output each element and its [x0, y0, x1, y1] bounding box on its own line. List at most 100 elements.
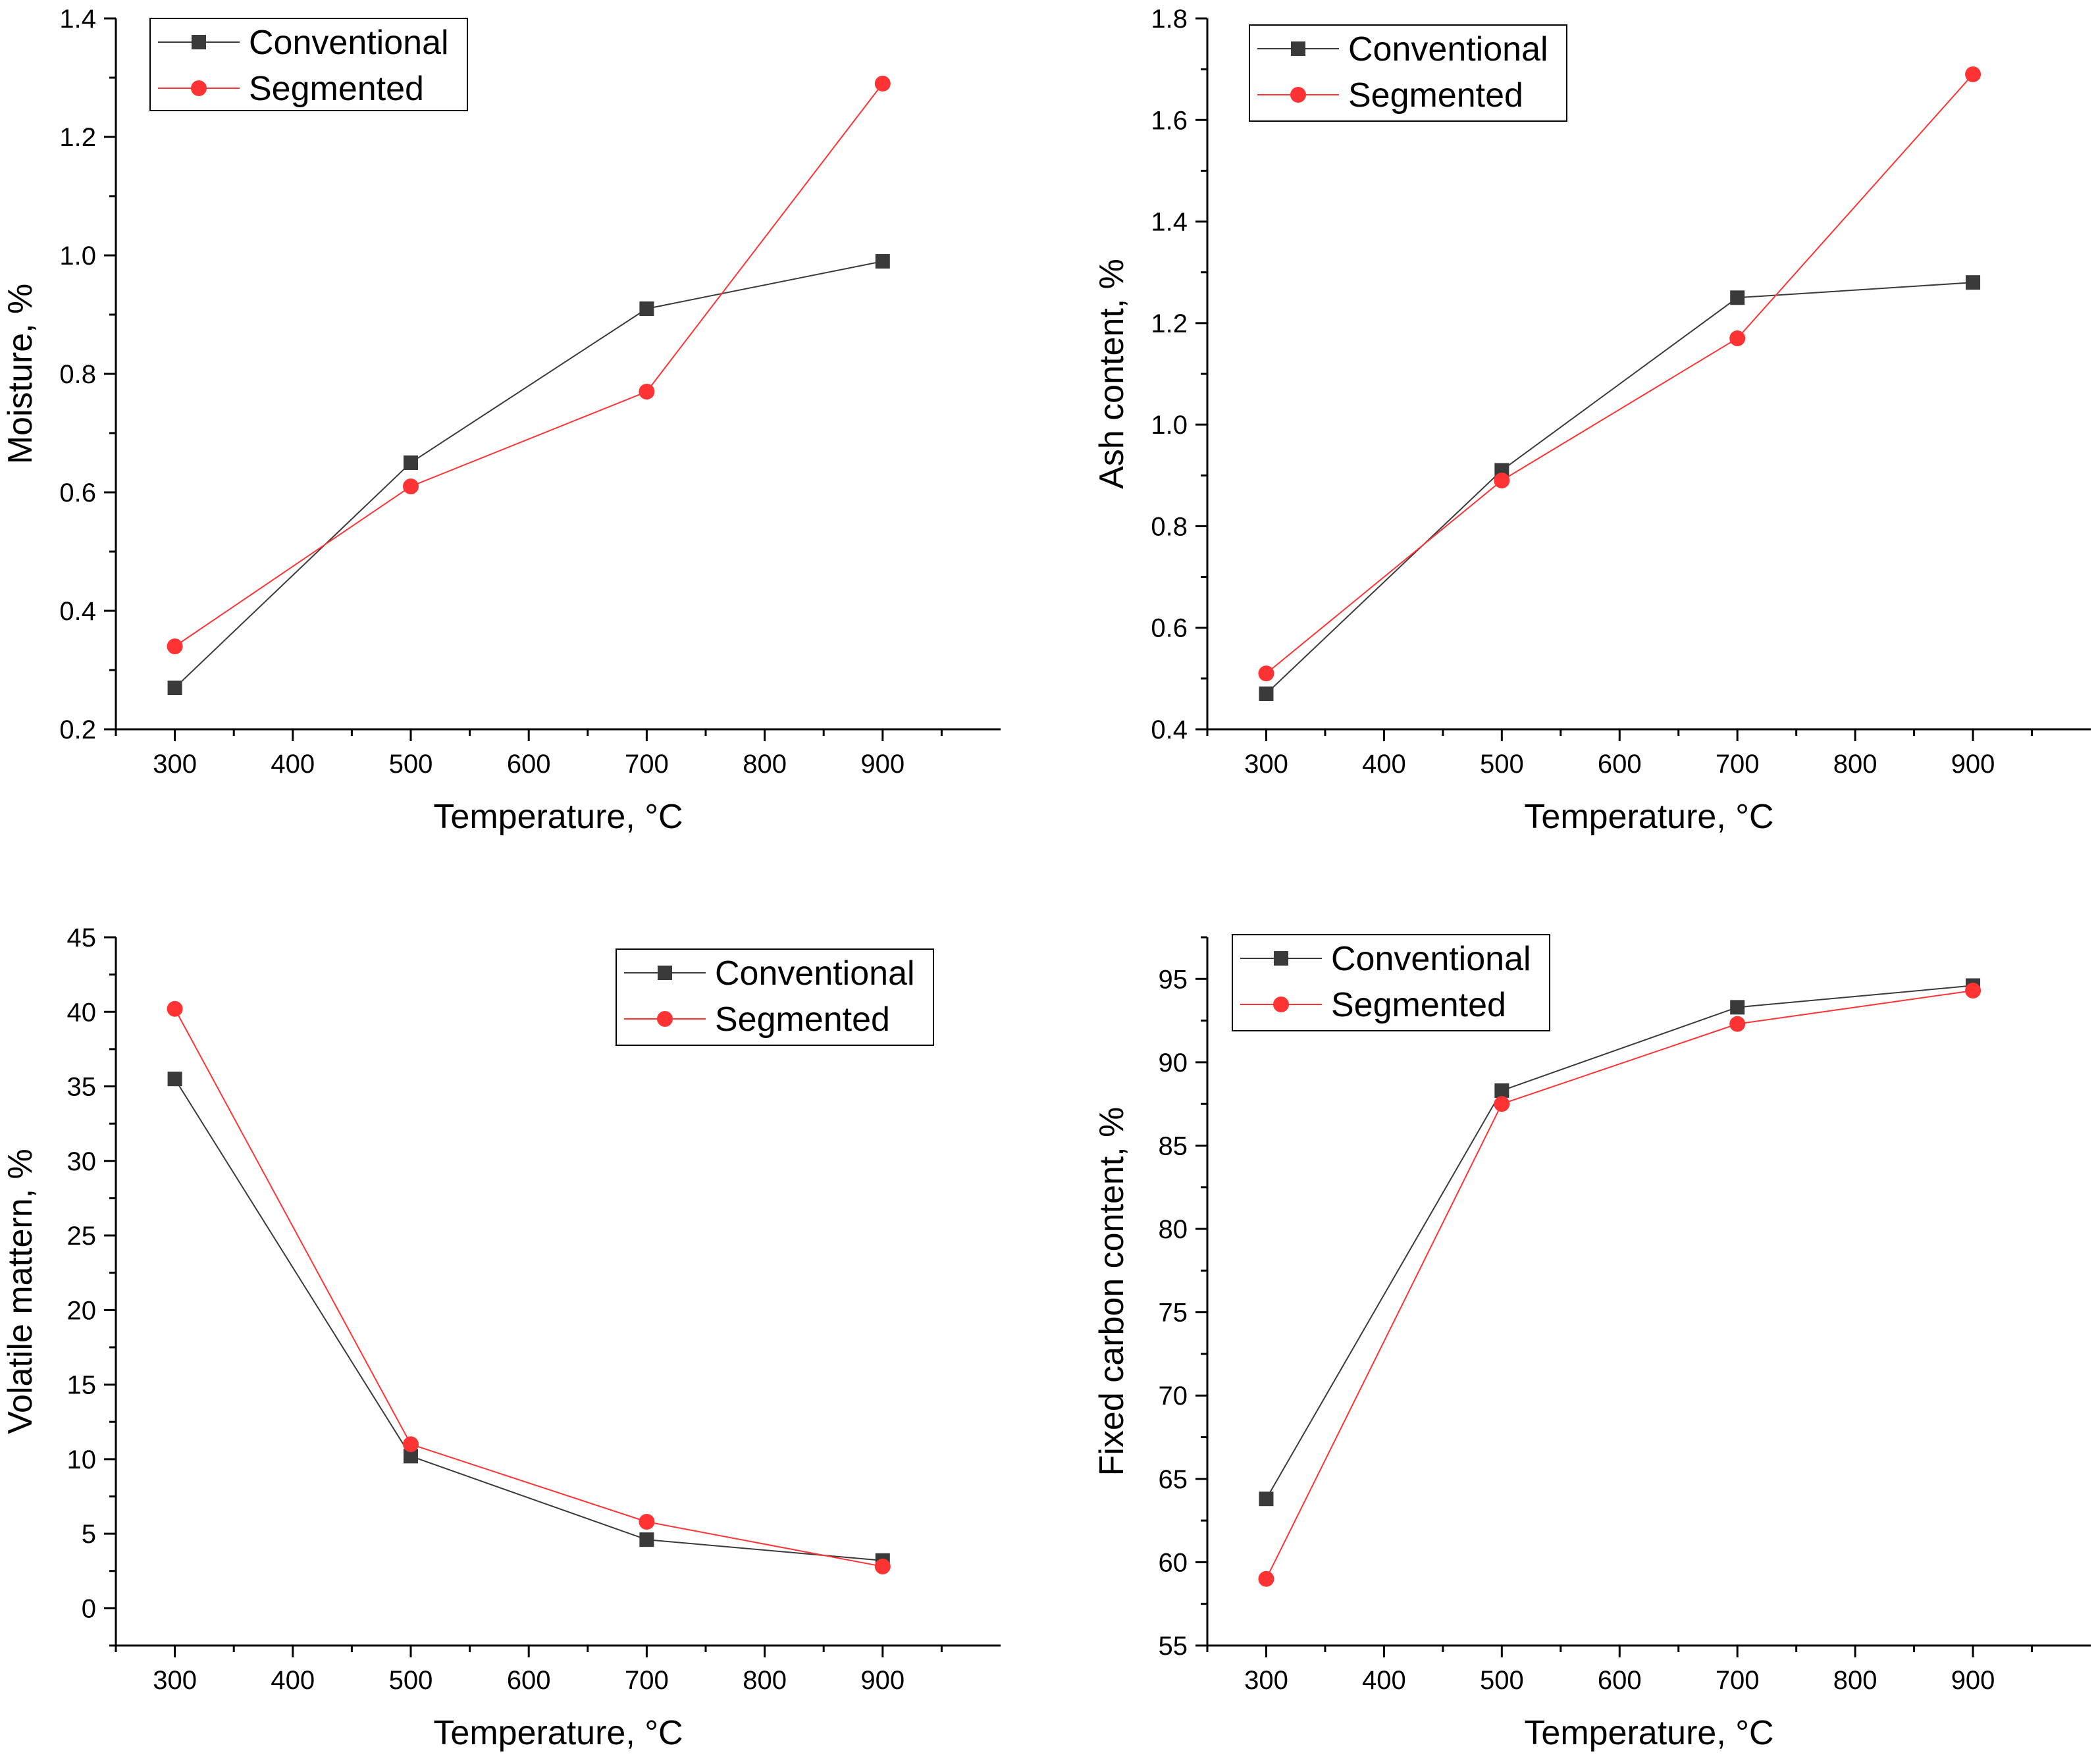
legend-label-conventional: Conventional	[249, 24, 449, 62]
data-point-segmented	[639, 1513, 655, 1530]
legend-label-segmented: Segmented	[715, 1000, 890, 1039]
y-tick-label: 20	[67, 1296, 97, 1325]
data-point-conventional	[1730, 290, 1745, 305]
x-tick-label: 600	[507, 1666, 551, 1695]
x-tick-label: 600	[1598, 1666, 1642, 1695]
y-tick-label: 35	[67, 1073, 97, 1102]
data-point-segmented	[1729, 1016, 1746, 1032]
series-line-conventional	[1265, 282, 1974, 694]
y-tick-label: 55	[1159, 1632, 1188, 1661]
data-point-conventional	[1494, 1083, 1509, 1098]
legend-box	[1249, 24, 1567, 122]
data-point-segmented	[1258, 1570, 1274, 1587]
x-tick-label: 700	[1716, 1666, 1760, 1695]
data-point-conventional	[167, 681, 182, 695]
x-tick-label: 800	[1833, 1666, 1877, 1695]
y-tick-label: 80	[1159, 1215, 1188, 1244]
legend-box	[616, 948, 934, 1046]
data-point-segmented	[1965, 66, 1981, 82]
x-tick-label: 400	[1362, 1666, 1406, 1695]
data-point-segmented	[639, 384, 655, 400]
y-tick-label: 0.4	[1151, 715, 1188, 744]
y-tick-label: 0.2	[59, 715, 96, 744]
y-axis-title: Ash content, %	[1093, 259, 1131, 489]
data-point-segmented	[1494, 1096, 1510, 1112]
data-point-segmented	[403, 479, 419, 494]
y-axis-title: Moisture, %	[1, 284, 39, 465]
legend-marker-conventional	[192, 35, 206, 49]
y-tick-label: 60	[1159, 1548, 1188, 1577]
x-tick-label: 500	[1480, 750, 1524, 779]
legend-marker-conventional	[1274, 951, 1288, 966]
y-tick-label: 25	[67, 1222, 97, 1251]
x-tick-label: 900	[1951, 750, 1995, 779]
y-tick-label: 1.6	[1151, 106, 1188, 135]
y-tick-label: 0.8	[1151, 512, 1188, 541]
y-tick-label: 15	[67, 1371, 97, 1400]
x-tick-label: 700	[1716, 750, 1760, 779]
y-axis-title: Volatile mattern, %	[1, 1149, 39, 1434]
chart-panel-2: 300 400 500 600 700 800 900 0.4 0.6 0.8 1.0 1.2 1.4 1…	[1093, 5, 2091, 836]
data-point-conventional	[875, 254, 890, 269]
data-point-segmented	[403, 1436, 419, 1453]
x-axis-title: Temperature, °C	[433, 1714, 683, 1752]
chart-panel-1: 300 400 500 600 700 800 900 0.2 0.4 0.6 0.8 1.0 1.2 1…	[1, 5, 1001, 836]
y-tick-label: 75	[1159, 1299, 1188, 1328]
data-point-segmented	[167, 1000, 183, 1017]
x-tick-label: 500	[1480, 1666, 1524, 1695]
x-tick-label: 700	[625, 750, 669, 779]
x-tick-label: 300	[1244, 750, 1288, 779]
legend: Conventional Segmented	[149, 18, 468, 111]
data-point-segmented	[874, 1558, 891, 1574]
series-line-segmented	[1265, 990, 1974, 1580]
legend-label-segmented: Segmented	[1348, 76, 1523, 115]
y-tick-label: 1.8	[1151, 5, 1188, 34]
x-tick-label: 900	[1951, 1666, 1995, 1695]
data-point-segmented	[1258, 665, 1274, 682]
series-line-conventional	[174, 1078, 883, 1561]
y-tick-label: 1.0	[59, 242, 96, 271]
legend-marker-segmented	[657, 1011, 673, 1027]
y-tick-label: 1.4	[1151, 208, 1188, 237]
legend-box	[1232, 934, 1550, 1031]
x-tick-label: 600	[1598, 750, 1642, 779]
y-tick-label: 30	[67, 1147, 97, 1176]
x-tick-label: 800	[1833, 750, 1877, 779]
y-tick-label: 0.4	[59, 597, 96, 626]
data-point-conventional	[1259, 1492, 1274, 1507]
y-tick-label: 0.6	[59, 479, 96, 507]
x-tick-label: 400	[271, 750, 315, 779]
x-tick-label: 900	[860, 750, 905, 779]
legend-label-conventional: Conventional	[1331, 940, 1531, 978]
data-point-conventional	[1966, 275, 1981, 290]
legend-marker-conventional	[658, 966, 672, 980]
series-line-segmented	[174, 1008, 883, 1567]
chart-panel-4: 300 400 500 600 700 800 900 55 60 65 70 75 80 85 90 95 T…	[1093, 934, 2091, 1752]
x-tick-label: 300	[1244, 1666, 1288, 1695]
data-point-segmented	[1729, 330, 1746, 346]
y-tick-label: 70	[1159, 1382, 1188, 1411]
x-axis-title: Temperature, °C	[433, 798, 683, 836]
legend-label-segmented: Segmented	[249, 70, 424, 108]
data-point-conventional	[167, 1072, 182, 1087]
series-line-segmented	[174, 83, 883, 647]
y-tick-label: 1.0	[1151, 411, 1188, 440]
x-tick-label: 300	[153, 750, 197, 779]
x-tick-label: 500	[389, 1666, 433, 1695]
y-tick-label: 45	[67, 923, 97, 952]
y-tick-label: 40	[67, 998, 97, 1027]
x-tick-label: 300	[153, 1666, 197, 1695]
data-point-conventional	[1730, 1000, 1745, 1015]
data-point-segmented	[167, 638, 183, 654]
x-tick-label: 400	[1362, 750, 1406, 779]
y-tick-label: 1.4	[59, 5, 96, 34]
x-tick-label: 800	[743, 1666, 787, 1695]
legend-box	[149, 18, 468, 111]
x-tick-label: 600	[507, 750, 551, 779]
data-point-conventional	[639, 1532, 654, 1547]
legend-marker-conventional	[1291, 41, 1305, 56]
legend-marker-segmented	[191, 80, 207, 96]
legend-label-conventional: Conventional	[715, 954, 915, 993]
y-tick-label: 85	[1159, 1131, 1188, 1160]
